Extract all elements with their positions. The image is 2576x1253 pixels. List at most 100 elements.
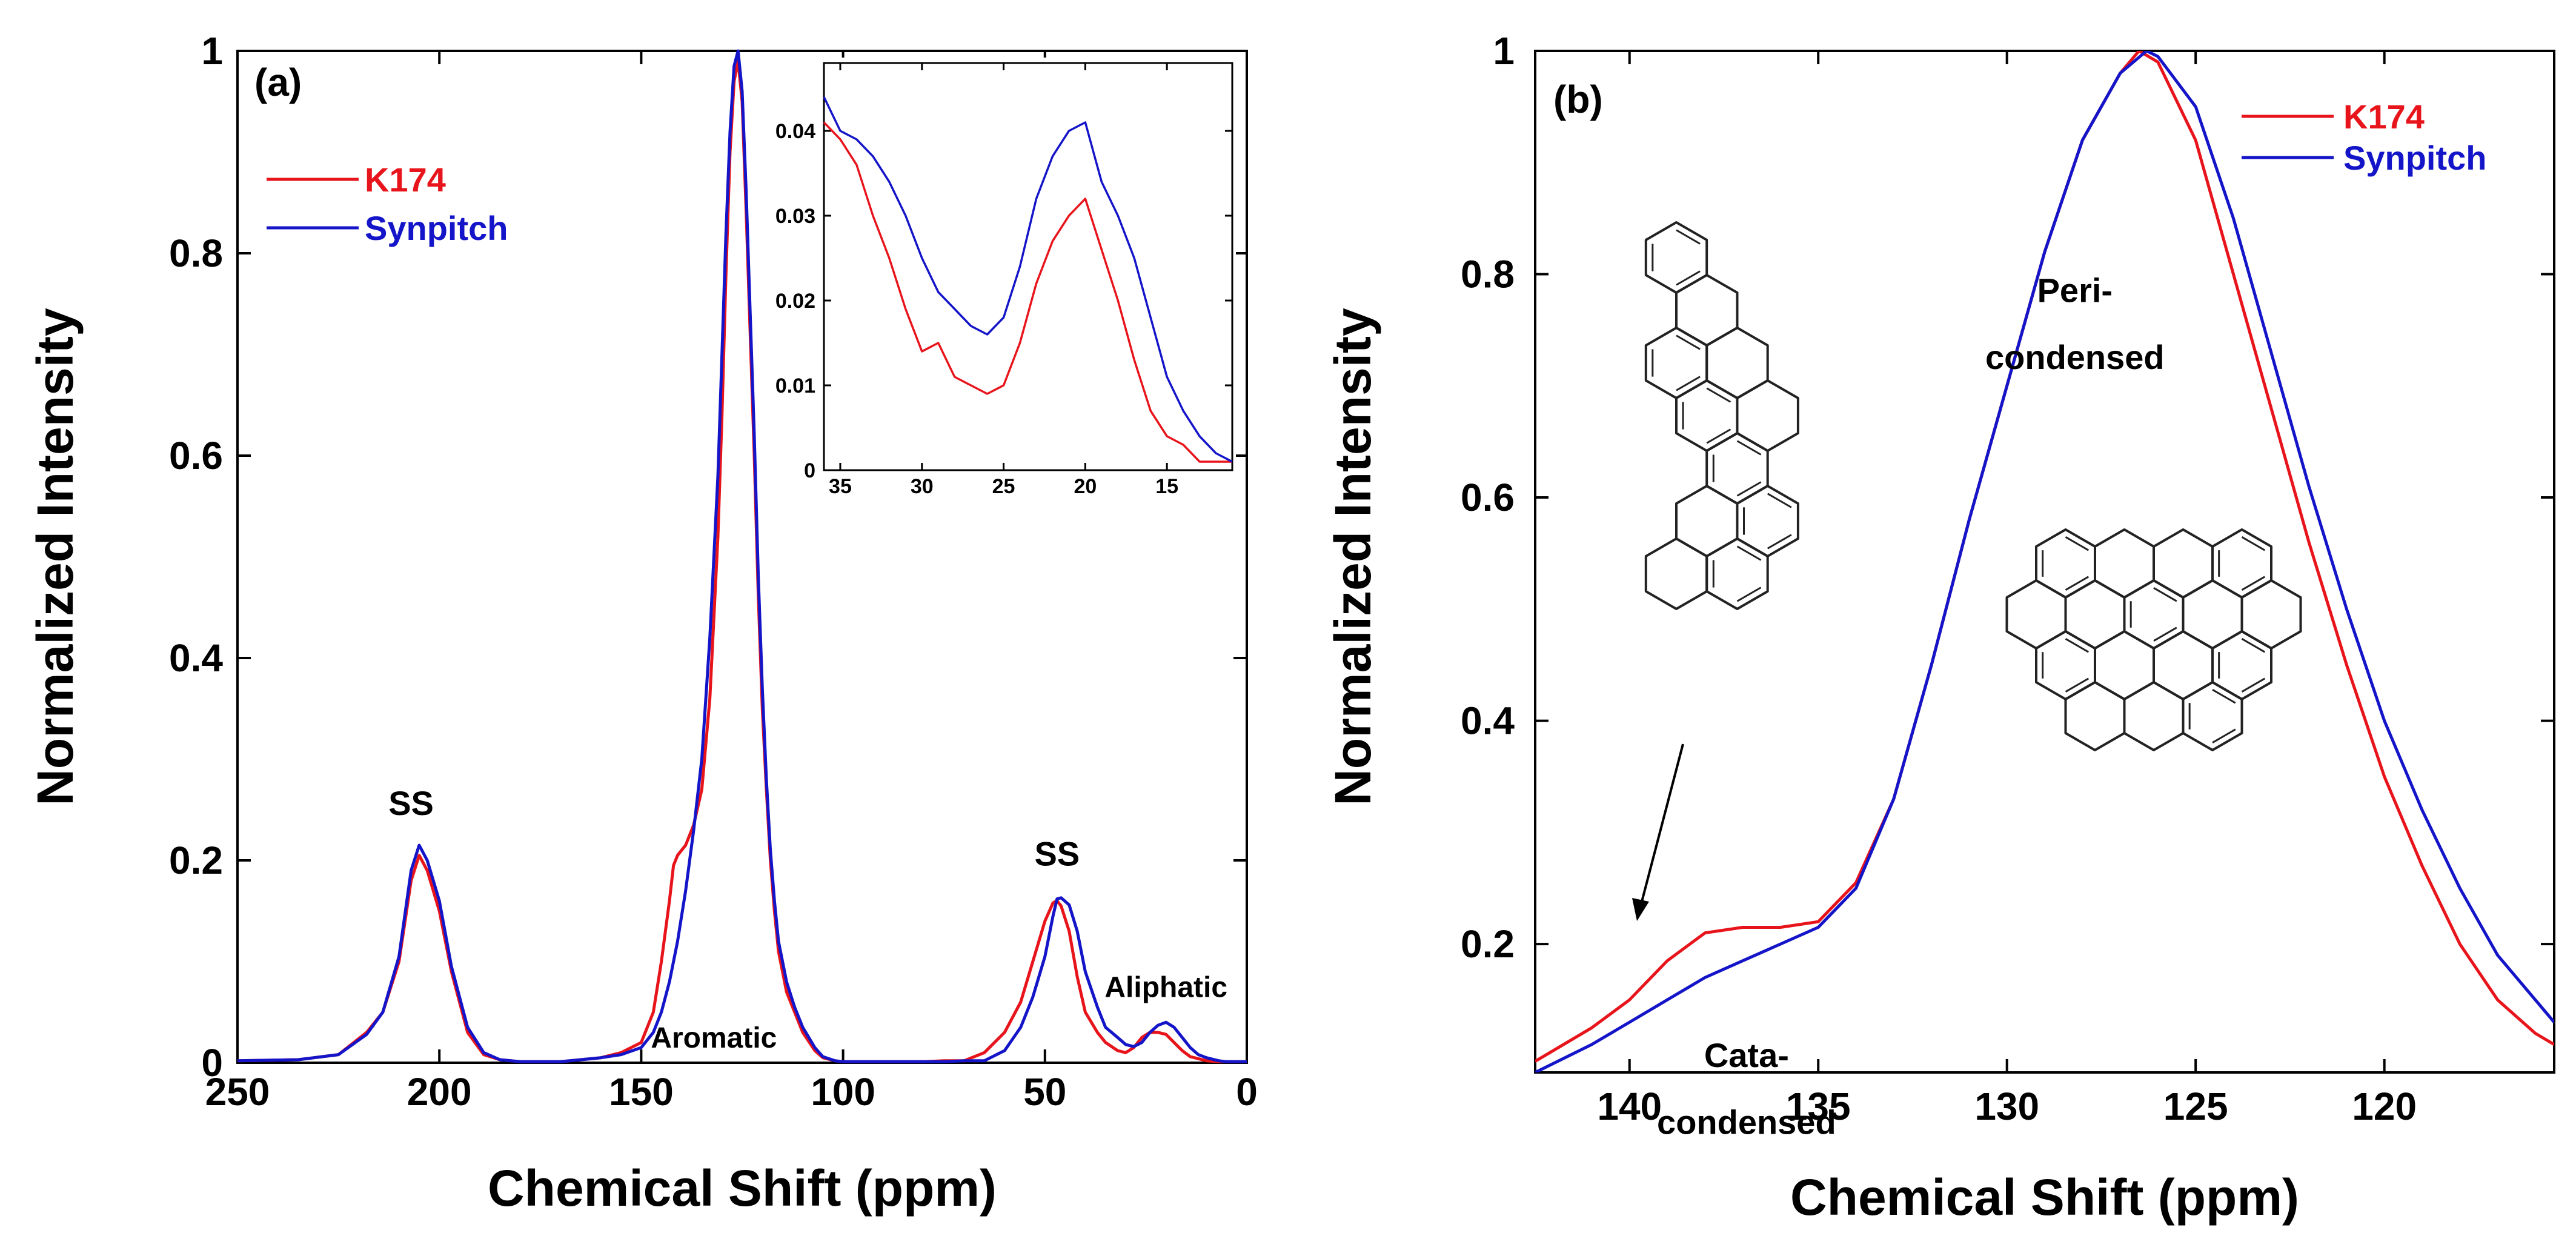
- chart-a-x-tick-label-200: 200: [407, 1070, 472, 1114]
- chart-b: 140 135 130 125 120 0.2 0.4 0.6 0.8 1 (b) K174 Sy…: [1324, 29, 2555, 1226]
- peri-ring-6-double-bond: [2153, 587, 2177, 602]
- chart-a-inset-x-tick-label-25: 25: [992, 475, 1015, 498]
- chart-b-y-tick-label-1: 0.4: [1461, 699, 1515, 743]
- cata-ring-6: [1705, 432, 1769, 505]
- cata-ring-4-double-bond: [1706, 387, 1731, 403]
- cata-ring-2: [1644, 327, 1708, 399]
- chart-a-inset-x-tick-label-20: 20: [1074, 475, 1097, 498]
- cata-ring-10-double-bond: [1736, 587, 1762, 602]
- cata-ring-2-double-bond: [1676, 376, 1701, 391]
- peri-ring-2: [2153, 528, 2214, 599]
- cata-ring-5: [1736, 379, 1799, 452]
- chart-a-annotation-ss-right: SS: [1034, 834, 1080, 872]
- chart-a-lines: [237, 49, 1247, 1063]
- chart-b-series-k174: [1535, 51, 2554, 1063]
- cata-ring-2-double-bond: [1676, 334, 1701, 350]
- chart-a-frame: [236, 50, 1248, 1064]
- chart-a-inset-x-tick-label-35: 35: [829, 475, 852, 498]
- cata-ring-7: [1675, 485, 1739, 557]
- chart-a-inset-frame: [823, 62, 1233, 471]
- cata-ring-3: [1705, 327, 1769, 399]
- chart-b-y-tick-label-2: 0.6: [1461, 476, 1515, 519]
- peri-ring-9-double-bond: [2065, 677, 2090, 693]
- chart-b-annotation-peri-line2: condensed: [1985, 338, 2165, 376]
- chart-b-x-tick-label-120: 120: [2352, 1085, 2417, 1128]
- chart-a-x-tick-label-50: 50: [1023, 1070, 1066, 1114]
- chart-a-y-tick-label-5: 1: [201, 29, 223, 73]
- chart-a-x-tick-label-0: 0: [1236, 1070, 1258, 1114]
- peri-ring-12-double-bond: [2241, 677, 2266, 693]
- chart-b-x-tick-label-125: 125: [2163, 1085, 2228, 1128]
- chart-a-y-tick-label-2: 0.4: [169, 636, 223, 680]
- cata-ring-10: [1705, 537, 1769, 610]
- peri-ring-7: [2182, 579, 2243, 650]
- chart-a-ticks: 250 200 150 100 50 000.20.40.60.81: [169, 29, 1258, 1114]
- chart-a-inset: 35 30 25 20 15 0 0.01 0.02 0.03 0.04: [775, 58, 1236, 498]
- chart-a-y-tick-label-0: 0: [201, 1041, 223, 1085]
- peri-ring-13: [2064, 681, 2126, 751]
- chart-a-inset-series-synpitch: [823, 96, 1233, 463]
- peri-ring-12-double-bond: [2241, 638, 2266, 653]
- chart-a-inset-y-tick-label-4: 0.04: [775, 120, 815, 143]
- chart-b-y-axis-label: Normalized Intensity: [1324, 308, 1381, 806]
- chart-b-x-tick-label-140: 140: [1597, 1085, 1662, 1128]
- peri-ring-0-double-bond: [2065, 576, 2090, 591]
- peri-ring-15: [2182, 681, 2243, 751]
- chart-a-y-tick-label-4: 0.8: [169, 231, 223, 275]
- cata-ring-4-double-bond: [1706, 428, 1731, 444]
- chart-a-inset-y-tick-label-3: 0.03: [775, 205, 815, 228]
- chart-a-annotation-aliphatic: Aliphatic: [1104, 971, 1227, 1003]
- cata-ring-9: [1644, 537, 1708, 610]
- chart-a-inset-background: [818, 58, 1236, 476]
- peri-ring-6-double-bond: [2153, 626, 2177, 642]
- chart-b-x-tick-label-135: 135: [1786, 1085, 1851, 1128]
- chart-a-x-tick-label-100: 100: [811, 1070, 875, 1114]
- peri-ring-8: [2240, 579, 2302, 650]
- cata-condensed-arrow: [1632, 743, 1684, 921]
- chart-b-legend-k174-label: K174: [2343, 98, 2425, 136]
- chart-a: 250 200 150 100 50 000.20.40.60.81 (a) K174 S…: [27, 29, 1258, 1217]
- chart-b-annotation-cata-line1: Cata-: [1704, 1036, 1789, 1074]
- chart-a-inset-x-tick-label-15: 15: [1155, 475, 1178, 498]
- peri-ring-12: [2211, 630, 2272, 700]
- chart-a-series-synpitch: [237, 49, 1247, 1063]
- chart-a-y-axis-label: Normalized Intensity: [27, 308, 84, 806]
- chart-a-legend-k174-label: K174: [365, 161, 446, 199]
- chart-a-inset-series-k174: [823, 121, 1232, 463]
- cata-ring-1: [1675, 274, 1739, 347]
- peri-ring-0: [2035, 528, 2096, 599]
- chart-b-lines: [1535, 51, 2554, 1072]
- peri-ring-4: [2005, 579, 2067, 650]
- chart-b-x-tick-label-130: 130: [1974, 1085, 2039, 1128]
- chart-a-x-tick-label-150: 150: [609, 1070, 674, 1114]
- chart-a-inset-x-tick-label-30: 30: [911, 475, 934, 498]
- chart-a-inset-lines: [823, 96, 1233, 463]
- chart-a-x-axis-label: Chemical Shift (ppm): [488, 1160, 997, 1217]
- peri-condensed-molecule-diagram: [2005, 528, 2302, 751]
- cata-ring-0-double-bond: [1676, 229, 1701, 245]
- peri-ring-9-double-bond: [2065, 638, 2090, 653]
- cata-ring-6-double-bond: [1736, 440, 1762, 456]
- cata-ring-0-double-bond: [1676, 270, 1701, 286]
- peri-ring-5: [2064, 579, 2126, 650]
- peri-ring-14: [2123, 681, 2185, 751]
- cata-ring-6-double-bond: [1736, 481, 1762, 497]
- chart-a-inset-y-tick-label-0: 0: [804, 459, 815, 482]
- peri-ring-0-double-bond: [2065, 536, 2090, 551]
- chart-b-frame: [1534, 50, 2555, 1074]
- peri-ring-15-double-bond: [2212, 728, 2236, 743]
- cata-ring-10-double-bond: [1736, 545, 1762, 561]
- peri-ring-1: [2094, 528, 2155, 599]
- chart-b-panel-label: (b): [1553, 78, 1603, 121]
- peri-ring-3-double-bond: [2241, 536, 2266, 551]
- chart-a-annotation-aromatic: Aromatic: [651, 1022, 777, 1054]
- chart-b-y-tick-label-3: 0.8: [1461, 253, 1515, 296]
- cata-ring-8-double-bond: [1767, 493, 1792, 508]
- cata-condensed-molecule-diagram: [1644, 221, 1799, 610]
- chart-a-inset-ticks: 35 30 25 20 15 0 0.01 0.02 0.03 0.04: [775, 63, 1232, 498]
- chart-b-x-axis-label: Chemical Shift (ppm): [1790, 1169, 2299, 1226]
- cata-ring-8-double-bond: [1767, 534, 1792, 550]
- chart-b-legend: K174 Synpitch: [2242, 98, 2486, 177]
- chart-b-annotation-cata-line2: condensed: [1657, 1103, 1836, 1141]
